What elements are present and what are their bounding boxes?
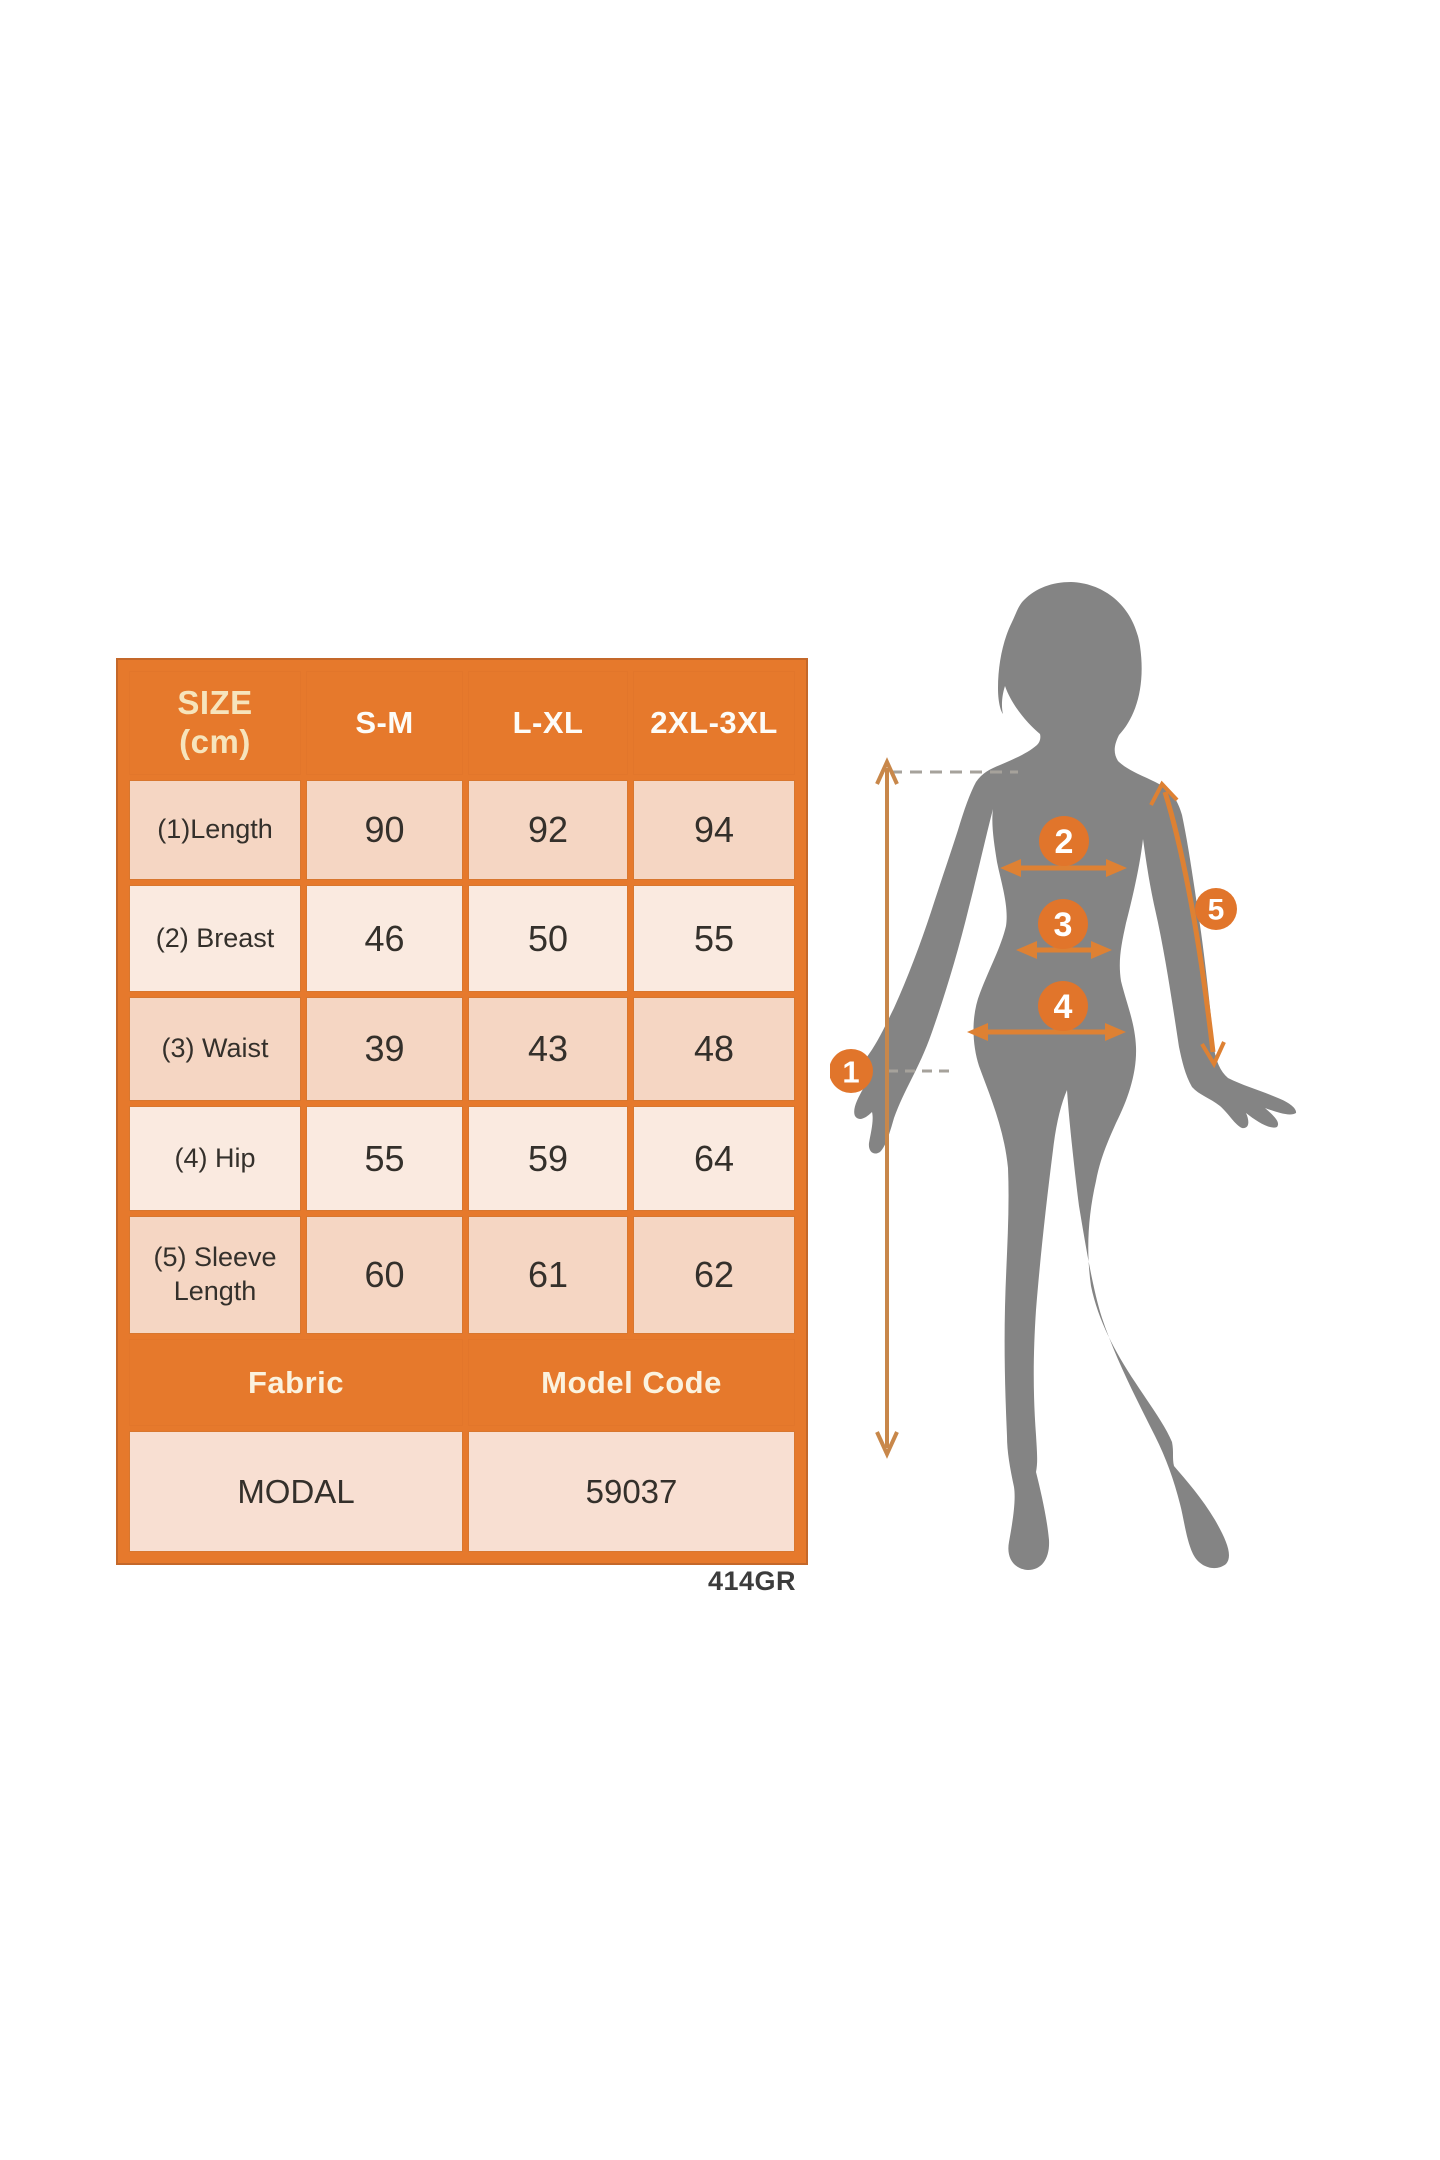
info-value-row: MODAL 59037 [129, 1431, 795, 1552]
table-header-row: SIZE (cm) S-M L-XL 2XL-3XL [129, 671, 795, 775]
sleeve-measure-line [1162, 791, 1216, 1053]
table-row-length: (1)Length 90 92 94 [129, 780, 795, 880]
woman-silhouette-graphic [850, 582, 1297, 1570]
table-row-waist: (3) Waist 39 43 48 [129, 997, 795, 1101]
waist-arrow-right-icon [1091, 941, 1112, 959]
size-unit-header: SIZE (cm) [129, 671, 301, 775]
waist-value-lxl: 43 [468, 997, 628, 1101]
body-measurement-diagram: 1 2 3 4 5 [830, 582, 1297, 1570]
breast-arrow-left-icon [1000, 859, 1021, 877]
row-label-breast: (2) Breast [129, 885, 301, 992]
length-value-sm: 90 [306, 780, 463, 880]
waist-value-sm: 39 [306, 997, 463, 1101]
size-header-line1: SIZE [177, 684, 253, 722]
model-code-value-cell: 59037 [468, 1431, 795, 1552]
measure-marker-2: 2 [1039, 816, 1089, 866]
waist-value-2xl3xl: 48 [633, 997, 795, 1101]
length-arrow-down-icon [875, 1431, 899, 1459]
info-header-row: Fabric Model Code [129, 1339, 795, 1426]
model-code-header-cell: Model Code [468, 1339, 795, 1426]
table-row-hip: (4) Hip 55 59 64 [129, 1106, 795, 1211]
length-arrow-up-icon [875, 757, 899, 785]
length-value-2xl3xl: 94 [633, 780, 795, 880]
hip-arrow-right-icon [1105, 1023, 1126, 1041]
sleeve-arrow-down-icon [1200, 1041, 1226, 1069]
row-label-sleeve: (5) Sleeve Length [129, 1216, 301, 1334]
fabric-header-cell: Fabric [129, 1339, 463, 1426]
hip-value-2xl3xl: 64 [633, 1106, 795, 1211]
column-header-2xl3xl: 2XL-3XL [633, 671, 795, 775]
sleeve-value-2xl3xl: 62 [633, 1216, 795, 1334]
marker-1-number: 1 [842, 1055, 859, 1090]
marker-5-number: 5 [1208, 894, 1225, 927]
length-value-lxl: 92 [468, 780, 628, 880]
sleeve-arrow-up-icon [1149, 780, 1179, 806]
column-header-lxl: L-XL [468, 671, 628, 775]
measure-marker-4: 4 [1038, 981, 1088, 1031]
hand-gap-detail [909, 1105, 921, 1117]
breast-value-sm: 46 [306, 885, 463, 992]
row-label-hip: (4) Hip [129, 1106, 301, 1211]
measure-marker-1: 1 [830, 1049, 873, 1093]
sleeve-value-lxl: 61 [468, 1216, 628, 1334]
row-label-length: (1)Length [129, 780, 301, 880]
column-header-sm: S-M [306, 671, 463, 775]
table-row-breast: (2) Breast 46 50 55 [129, 885, 795, 992]
waist-arrow-left-icon [1016, 941, 1037, 959]
fabric-value-cell: MODAL [129, 1431, 463, 1552]
measure-marker-3: 3 [1038, 899, 1088, 949]
hip-value-lxl: 59 [468, 1106, 628, 1211]
breast-value-lxl: 50 [468, 885, 628, 992]
breast-arrow-right-icon [1106, 859, 1127, 877]
measure-marker-5: 5 [1195, 888, 1237, 930]
breast-value-2xl3xl: 55 [633, 885, 795, 992]
row-label-waist: (3) Waist [129, 997, 301, 1101]
table-row-sleeve: (5) Sleeve Length 60 61 62 [129, 1216, 795, 1334]
hip-arrow-left-icon [967, 1023, 988, 1041]
hip-value-sm: 55 [306, 1106, 463, 1211]
size-chart-table: SIZE (cm) S-M L-XL 2XL-3XL (1)Length 90 … [116, 658, 808, 1565]
product-code-label: 414GR [707, 1566, 796, 1596]
marker-4-number: 4 [1054, 988, 1073, 1026]
marker-2-number: 2 [1055, 823, 1074, 861]
sleeve-value-sm: 60 [306, 1216, 463, 1334]
size-header-line2: (cm) [179, 723, 251, 760]
marker-3-number: 3 [1054, 906, 1073, 944]
